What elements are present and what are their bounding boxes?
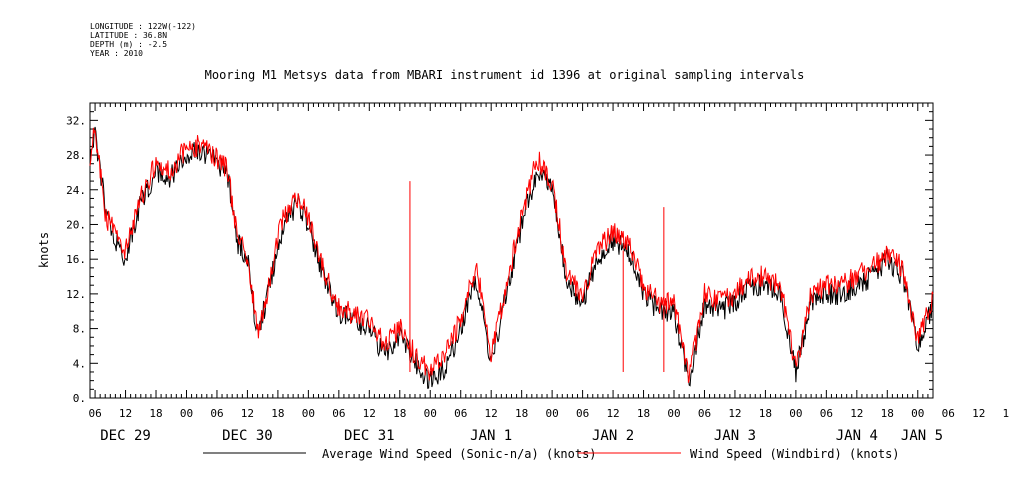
x-hour-label: 12 — [485, 407, 498, 420]
x-hour-label: 00 — [546, 407, 559, 420]
series-line-average-wind-speed — [89, 126, 934, 389]
x-hour-label: 12 — [606, 407, 619, 420]
x-hour-label: 06 — [820, 407, 833, 420]
x-hour-label: 18 — [1003, 407, 1009, 420]
x-day-label: JAN 2 — [592, 428, 634, 444]
y-axis: 0. 4. 8. 12. 16. 20. 24. 28. 32. — [66, 102, 933, 405]
x-hour-label: 18 — [759, 407, 772, 420]
depth-text: DEPTH (m) : -2.5 — [90, 40, 168, 49]
chart-title: Mooring M1 Metsys data from MBARI instru… — [204, 68, 805, 82]
x-hour-label: 12 — [119, 407, 132, 420]
legend-label-average: Average Wind Speed (Sonic-n/a) (knots) — [322, 447, 597, 461]
x-hour-label: 06 — [332, 407, 345, 420]
y-axis-label: knots — [37, 232, 51, 268]
x-day-label: JAN 1 — [470, 428, 512, 444]
latitude-text: LATITUDE : 36.8N — [90, 31, 168, 40]
legend-label-windbird: Wind Speed (Windbird) (knots) — [690, 447, 900, 461]
x-hour-label: 18 — [271, 407, 284, 420]
x-hour-label: 00 — [667, 407, 680, 420]
x-day-label: JAN 4 — [836, 428, 878, 444]
x-day-label: JAN 5 — [901, 428, 943, 444]
x-hour-label: 18 — [881, 407, 894, 420]
x-hour-label: 06 — [210, 407, 223, 420]
x-hour-label: 00 — [789, 407, 802, 420]
y-tick-label: 0. — [73, 392, 86, 405]
x-hour-label: 06 — [454, 407, 467, 420]
x-day-label: JAN 3 — [714, 428, 756, 444]
x-axis: 06 12 18 00 06 12 18 00 06 12 18 00 06 12 18 00 06 12 18 00… — [88, 103, 1009, 444]
y-tick-label: 16. — [66, 253, 86, 266]
x-hour-label: 00 — [911, 407, 924, 420]
y-tick-label: 20. — [66, 218, 86, 231]
x-hour-label: 12 — [972, 407, 985, 420]
x-hour-label: 00 — [424, 407, 437, 420]
x-day-label: DEC 31 — [344, 428, 395, 444]
series-layer — [89, 126, 934, 389]
x-hour-label: 18 — [515, 407, 528, 420]
metadata-block: LONGITUDE : 122W(-122) LATITUDE : 36.8N … — [90, 22, 196, 58]
x-hour-label: 00 — [180, 407, 193, 420]
y-tick-label: 24. — [66, 184, 86, 197]
x-hour-label: 12 — [363, 407, 376, 420]
series-line-windbird — [89, 127, 934, 383]
x-hour-label: 12 — [241, 407, 254, 420]
x-hour-label: 12 — [728, 407, 741, 420]
x-hour-label: 18 — [149, 407, 162, 420]
x-hour-label: 12 — [850, 407, 863, 420]
x-hour-label: 06 — [942, 407, 955, 420]
y-tick-label: 32. — [66, 114, 86, 127]
x-hour-label: 06 — [576, 407, 589, 420]
plot-frame — [89, 102, 934, 399]
x-hour-label: 18 — [637, 407, 650, 420]
x-day-label: DEC 30 — [222, 428, 273, 444]
x-hour-label: 18 — [393, 407, 406, 420]
x-hour-label: 00 — [302, 407, 315, 420]
year-text: YEAR : 2010 — [90, 49, 143, 58]
x-day-label: DEC 29 — [100, 428, 151, 444]
y-tick-label: 12. — [66, 288, 86, 301]
x-hour-label: 06 — [88, 407, 101, 420]
legend: Average Wind Speed (Sonic-n/a) (knots) W… — [203, 447, 900, 461]
y-tick-label: 28. — [66, 149, 86, 162]
y-tick-label: 8. — [73, 323, 86, 336]
longitude-text: LONGITUDE : 122W(-122) — [90, 22, 196, 31]
x-hour-label: 06 — [698, 407, 711, 420]
y-tick-label: 4. — [73, 357, 86, 370]
